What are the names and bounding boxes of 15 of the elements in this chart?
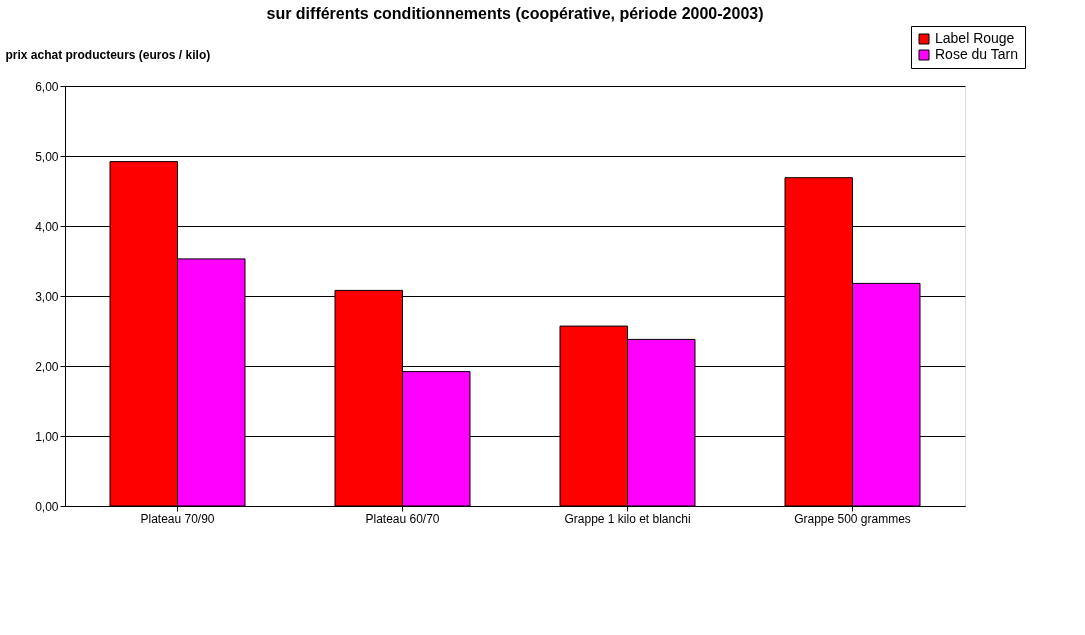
chart-title: sur différents conditionnements (coopérative, période 2000-2003) <box>266 4 764 22</box>
y-tick-label: 2,00 <box>35 359 59 374</box>
y-tick-label: 6,00 <box>35 79 59 94</box>
legend-label: Rose du Tarn <box>935 46 1019 62</box>
x-tick-label: Grappe 1 kilo et blanchi <box>564 511 691 526</box>
y-tick-label: 1,00 <box>35 429 59 444</box>
y-tick-label: 5,00 <box>35 149 59 164</box>
y-tick-label: 4,00 <box>35 219 59 234</box>
y-axis-title: prix achat producteurs (euros / kilo) <box>5 47 211 62</box>
y-tick-label: 3,00 <box>35 289 59 304</box>
y-tick-label: 0,00 <box>35 499 59 514</box>
x-tick-label: Grappe 500 grammes <box>794 511 911 526</box>
legend-label: Label Rouge <box>935 30 1015 46</box>
x-tick-label: Plateau 70/90 <box>140 511 215 526</box>
x-tick-label: Plateau 60/70 <box>365 511 440 526</box>
